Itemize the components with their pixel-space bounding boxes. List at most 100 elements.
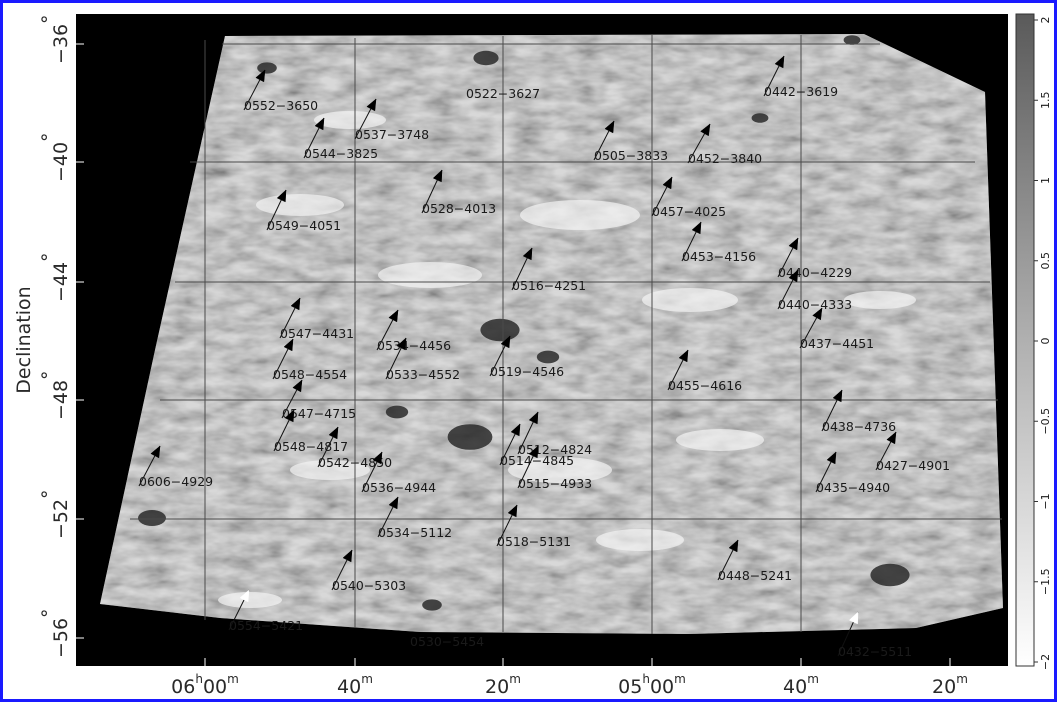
arrow-icon [788,269,799,283]
arrow-icon [150,445,161,459]
y-tick-label: −56° [38,609,72,659]
arrow-icon [290,297,301,311]
arrow-icon [848,611,859,625]
object-label: 0453−4156 [682,249,756,264]
object-marker: 0542−4850 [317,426,392,470]
arrow-icon [522,247,533,261]
colorbar-tick-label: 0.5 [1039,252,1052,270]
object-marker: 0448−5241 [717,539,792,583]
svg-text:°: ° [38,253,60,263]
svg-text:°: ° [38,133,60,143]
arrow-icon [604,120,615,134]
object-marker: 0452−3840 [687,123,762,166]
svg-text:40m: 40m [783,672,819,698]
object-label: 0427−4901 [876,458,950,473]
object-marker: 0435−4940 [815,451,890,495]
x-tick-label: 20m [932,672,968,698]
object-label: 0522−3627 [466,86,540,101]
object-label: 0514−4845 [500,453,574,468]
colorbar: 2 1.5 1 0.5 0 −0.5 −1 −1.5 −2 [1015,13,1052,670]
x-tick-label: 06h00m [171,672,239,698]
object-label: 0519−4546 [490,364,564,379]
svg-text:−36: −36 [50,24,72,64]
arrow-icon [366,98,377,112]
object-marker: 0453−4156 [681,221,756,264]
arrow-icon [276,189,287,203]
colorbar-tick-label: 1 [1039,177,1052,184]
object-label: 0455−4616 [668,378,742,393]
object-label: 0432−5511 [838,644,912,659]
object-marker: 0547−4431 [279,297,354,341]
arrow-icon [388,309,399,323]
svg-text:0: 0 [1039,338,1052,345]
arrow-icon [284,409,295,423]
object-label: 0442−3619 [764,84,838,99]
arrow-icon [886,431,897,445]
object-label: 0552−3650 [244,98,318,113]
object-label: 0547−4431 [280,326,354,341]
arrow-icon [812,307,823,321]
object-marker: 0438−4736 [821,389,896,434]
svg-text:−1: −1 [1039,493,1052,509]
object-marker: 0457−4025 [651,176,726,219]
arrow-icon [396,337,407,351]
svg-text:−2: −2 [1039,654,1052,670]
svg-text:°: ° [38,371,60,381]
object-marker: 0505−3833 [593,120,668,163]
object-label: 0554−5421 [229,618,303,633]
object-marker: 0427−4901 [875,431,950,473]
colorbar-tick-label: 0 [1039,338,1052,345]
object-label: 0533−4552 [386,367,460,382]
object-label: 0544−3825 [304,146,378,161]
object-label: 0536−4944 [362,480,436,495]
arrow-icon [283,338,294,352]
object-marker: 0514−4845 [499,423,574,468]
x-tick-label: 20m [485,672,521,698]
colorbar-tick-label: −1.5 [1039,568,1052,595]
object-label: 0505−3833 [594,148,668,163]
y-tick-label: −40° [38,133,72,183]
svg-text:°: ° [38,490,60,500]
y-tick-label: −44° [38,253,72,303]
svg-text:1: 1 [1039,177,1052,184]
colorbar-gradient [1015,13,1035,667]
object-marker: 0515−4933 [517,445,592,491]
svg-text:2: 2 [1039,17,1052,24]
svg-text:20m: 20m [485,672,521,698]
object-label: 0537−3748 [355,127,429,142]
arrow-icon [832,389,843,403]
svg-text:05h00m: 05h00m [618,672,686,698]
object-marker: 0533−4552 [385,337,460,382]
object-label: 0438−4736 [822,419,896,434]
object-label: 0542−4850 [318,455,392,470]
object-marker: 0544−3825 [303,117,378,161]
object-label: 0534−4456 [377,338,451,353]
object-marker: 0549−4051 [266,189,341,233]
arrow-icon [292,379,303,393]
coordinate-grid [130,35,1002,634]
y-tick-label: −36° [38,15,72,65]
object-marker: 0440−4333 [777,269,852,312]
object-label: 0548−4817 [274,439,348,454]
object-label: 0548−4554 [273,367,347,382]
y-axis-ticks: −36°−40°−44°−48°−52°−56° [38,15,84,659]
arrow-icon [314,117,325,131]
arrow-icon [255,69,266,83]
svg-text:−52: −52 [50,499,72,539]
object-label: 0448−5241 [718,568,792,583]
svg-text:06h00m: 06h00m [171,672,239,698]
object-marker: 0528−4013 [421,169,496,216]
object-marker: 0530−5454 [410,634,484,649]
x-tick-label: 40m [783,672,819,698]
svg-text:−0.5: −0.5 [1039,408,1052,435]
object-marker: 0547−4715 [281,379,356,421]
colorbar-tick-label: −2 [1039,654,1052,670]
svg-text:0.5: 0.5 [1039,252,1052,270]
arrow-icon [826,451,837,465]
object-marker: 0518−5131 [496,504,571,549]
y-tick-label: −48° [38,371,72,421]
arrow-icon [328,426,339,440]
svg-text:−1.5: −1.5 [1039,568,1052,595]
object-label: 0547−4715 [282,406,356,421]
arrow-icon [678,349,689,363]
